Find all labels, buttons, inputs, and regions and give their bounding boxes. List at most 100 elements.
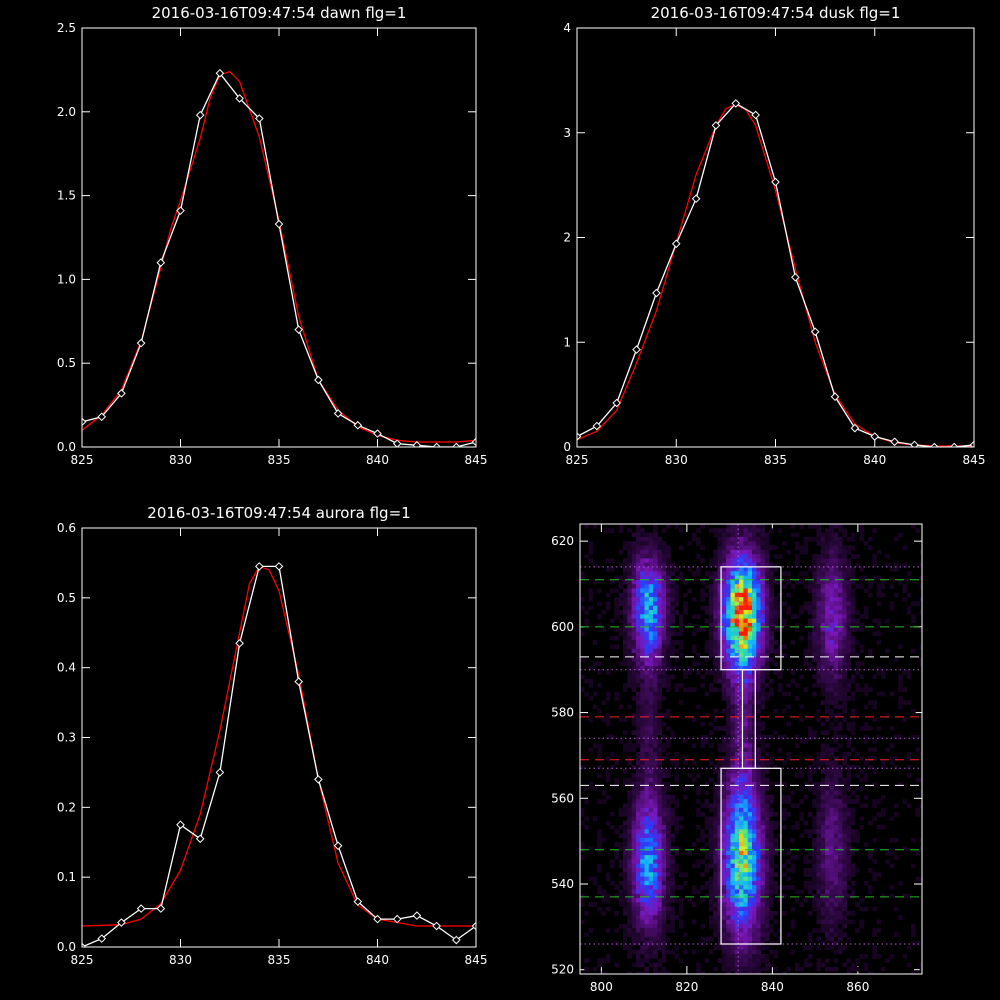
- heatmap-cell: [760, 700, 766, 705]
- heatmap-cell: [601, 971, 607, 974]
- heatmap-cell: [713, 945, 718, 950]
- data-point: [870, 432, 880, 441]
- heatmap-cell: [739, 739, 744, 744]
- heatmap-cell: [829, 588, 834, 594]
- heatmap-cell: [648, 554, 654, 559]
- heatmap-cell: [635, 661, 641, 667]
- heatmap-cell: [739, 536, 744, 542]
- heatmap-cell: [760, 794, 766, 800]
- heatmap-cell: [816, 610, 822, 615]
- heatmap-cell: [635, 549, 641, 555]
- plot-area: [82, 68, 476, 447]
- heatmap-cell: [605, 558, 611, 563]
- heatmap-cell: [726, 906, 731, 912]
- heatmap-cell: [898, 915, 903, 920]
- heatmap-cell: [764, 691, 770, 697]
- heatmap-cell: [691, 648, 697, 654]
- heatmap-cell: [777, 893, 783, 899]
- heatmap-cell: [674, 803, 680, 809]
- heatmap-cell: [618, 584, 624, 589]
- data-point: [195, 110, 205, 120]
- data-point: [333, 841, 343, 851]
- heatmap-cell: [756, 794, 761, 800]
- heatmap-cell: [820, 812, 826, 817]
- heatmap-cell: [657, 678, 662, 684]
- heatmap-cell: [648, 842, 654, 847]
- heatmap-cell: [825, 911, 830, 916]
- heatmap-cell: [635, 859, 641, 864]
- heatmap-cell: [713, 820, 718, 826]
- heatmap-cell: [730, 885, 736, 890]
- heatmap-cell: [760, 923, 766, 929]
- heatmap-cell: [717, 605, 723, 611]
- heatmap-cell: [812, 928, 817, 933]
- heatmap-cell: [734, 773, 740, 778]
- heatmap-cell: [597, 773, 602, 778]
- heatmap-cell: [730, 618, 736, 624]
- chart-title: 2016-03-16T09:47:54 aurora flg=1: [147, 504, 410, 522]
- heatmap-cell: [709, 610, 714, 615]
- heatmap-cell: [605, 567, 611, 572]
- heatmap-cell: [605, 670, 611, 675]
- heatmap-cell: [717, 911, 723, 916]
- heatmap-cell: [829, 764, 834, 770]
- heatmap-cell: [764, 575, 770, 581]
- heatmap-cell: [661, 562, 667, 568]
- heatmap-cell: [739, 562, 744, 568]
- heatmap-cell: [709, 837, 714, 843]
- x-tick-label: 800: [590, 980, 613, 994]
- heatmap-cell: [635, 799, 641, 804]
- heatmap-cell: [752, 627, 757, 632]
- heatmap-cell: [764, 567, 770, 572]
- heatmap-cell: [838, 906, 843, 912]
- heatmap-cell: [713, 571, 718, 576]
- heatmap-cell: [635, 928, 641, 933]
- heatmap-cell: [614, 782, 619, 787]
- heatmap-cell: [584, 554, 589, 559]
- heatmap-cell: [911, 734, 916, 740]
- heatmap-cell: [846, 640, 852, 645]
- heatmap-cell: [713, 893, 718, 899]
- heatmap-cell: [898, 532, 903, 538]
- heatmap-cell: [631, 799, 637, 804]
- heatmap-cell: [807, 885, 813, 890]
- heatmap-cell: [833, 906, 839, 912]
- heatmap-cell: [709, 618, 714, 624]
- heatmap-cell: [846, 799, 852, 804]
- heatmap-cell: [734, 928, 740, 933]
- heatmap-cell: [653, 906, 658, 912]
- heatmap-cell: [678, 898, 684, 903]
- heatmap-cell: [747, 734, 753, 740]
- heatmap-cell: [670, 911, 675, 916]
- heatmap-cell: [902, 597, 908, 602]
- heatmap-cell: [635, 962, 641, 968]
- heatmap-cell: [631, 696, 637, 701]
- heatmap-cell: [760, 584, 766, 589]
- heatmap-cell: [644, 769, 650, 774]
- heatmap-cell: [846, 545, 852, 551]
- heatmap-cell: [666, 549, 671, 555]
- heatmap-cell: [717, 674, 723, 680]
- heatmap-cell: [666, 902, 671, 907]
- heatmap-cell: [644, 536, 650, 542]
- heatmap-cell: [657, 739, 662, 744]
- heatmap-cell: [653, 640, 658, 645]
- heatmap-cell: [666, 524, 671, 529]
- heatmap-cell: [842, 880, 847, 886]
- heatmap-cell: [623, 932, 628, 938]
- heatmap-cell: [807, 635, 813, 641]
- heatmap-cell: [653, 928, 658, 933]
- heatmap-cell: [782, 541, 787, 546]
- heatmap-cell: [850, 653, 856, 658]
- heatmap-cell: [631, 640, 637, 645]
- heatmap-cell: [756, 799, 761, 804]
- heatmap-cell: [863, 614, 869, 619]
- heatmap-cell: [631, 717, 637, 723]
- heatmap-cell: [610, 825, 615, 830]
- heatmap-cell: [661, 923, 667, 929]
- heatmap-cell: [666, 708, 671, 714]
- heatmap-cell: [747, 790, 753, 796]
- heatmap-cell: [730, 631, 736, 637]
- heatmap-cell: [872, 945, 877, 950]
- heatmap-cell: [739, 945, 744, 950]
